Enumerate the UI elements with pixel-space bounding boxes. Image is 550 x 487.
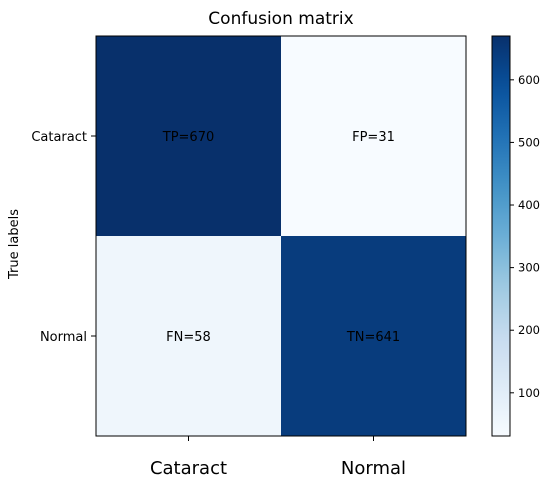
colorbar-tick-label: 400 xyxy=(518,198,540,212)
cell-fn xyxy=(96,236,281,436)
y-axis-label: True labels xyxy=(7,209,22,280)
chart-title: Confusion matrix xyxy=(208,9,353,29)
colorbar-tick-label: 500 xyxy=(518,135,540,149)
colorbar-tick-label: 600 xyxy=(518,73,540,87)
x-tick-label: Cataract xyxy=(150,458,227,479)
y-tick-label: Cataract xyxy=(31,130,87,145)
colorbar-tick-label: 100 xyxy=(518,386,540,400)
colorbar-tick-label: 300 xyxy=(518,261,540,275)
x-tick-label: Normal xyxy=(341,458,406,479)
cell-tp-label: TP=670 xyxy=(162,130,215,145)
colorbar-bar xyxy=(491,35,511,437)
y-tick-label: Normal xyxy=(40,330,87,345)
cell-fp-label: FP=31 xyxy=(352,130,395,145)
colorbar-tick-label: 200 xyxy=(518,323,540,337)
plot-frame xyxy=(95,35,467,437)
cell-tn-label: TN=641 xyxy=(346,330,400,345)
cell-fp xyxy=(281,36,466,236)
cell-tp xyxy=(96,36,281,236)
cell-fn-label: FN=58 xyxy=(166,330,211,345)
colorbar: 100 200 300 400 500 600 xyxy=(491,35,540,437)
cell-tn xyxy=(281,236,466,436)
matrix-layer: TP=670 FP=31 FN=58 TN=641 Cataract Normal Cata… xyxy=(31,35,467,479)
